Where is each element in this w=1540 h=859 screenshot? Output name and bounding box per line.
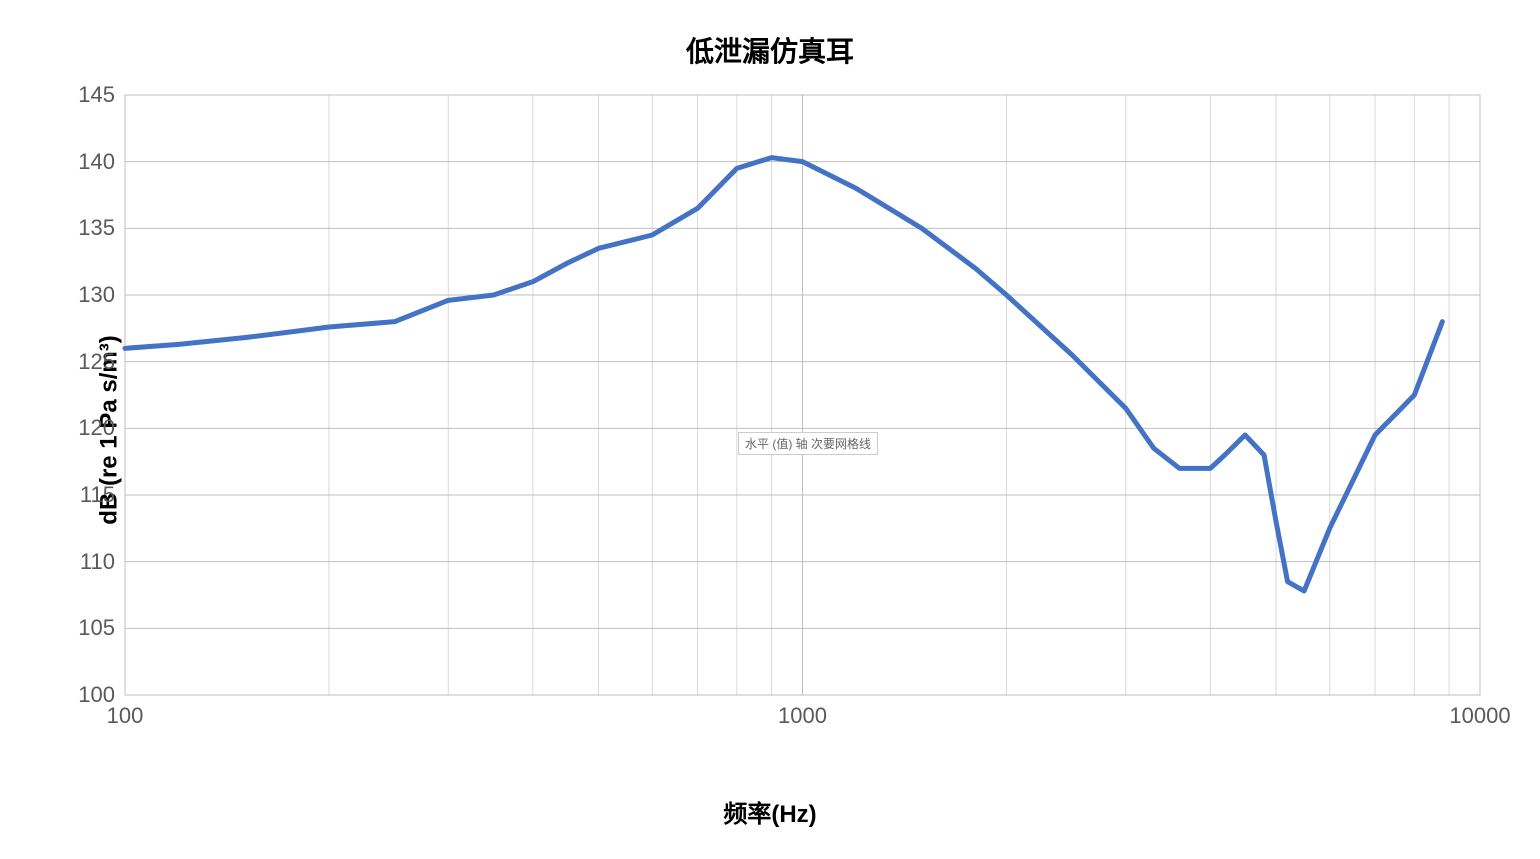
y-tick-label: 120 bbox=[65, 415, 115, 441]
gridline-tooltip: 水平 (值) 轴 次要网格线 bbox=[738, 432, 878, 455]
y-tick-label: 130 bbox=[65, 282, 115, 308]
y-tick-label: 140 bbox=[65, 149, 115, 175]
y-tick-label: 145 bbox=[65, 82, 115, 108]
y-tick-label: 115 bbox=[65, 482, 115, 508]
chart-svg bbox=[0, 0, 1540, 859]
y-tick-label: 105 bbox=[65, 615, 115, 641]
x-tick-label: 1000 bbox=[743, 703, 863, 729]
y-tick-label: 125 bbox=[65, 349, 115, 375]
y-tick-label: 110 bbox=[65, 549, 115, 575]
x-tick-label: 10000 bbox=[1420, 703, 1540, 729]
x-tick-label: 100 bbox=[65, 703, 185, 729]
y-tick-label: 135 bbox=[65, 215, 115, 241]
chart-container: 低泄漏仿真耳 dB (re 1 Pa s/m³) 频率(Hz) CRYSOUND… bbox=[0, 0, 1540, 859]
